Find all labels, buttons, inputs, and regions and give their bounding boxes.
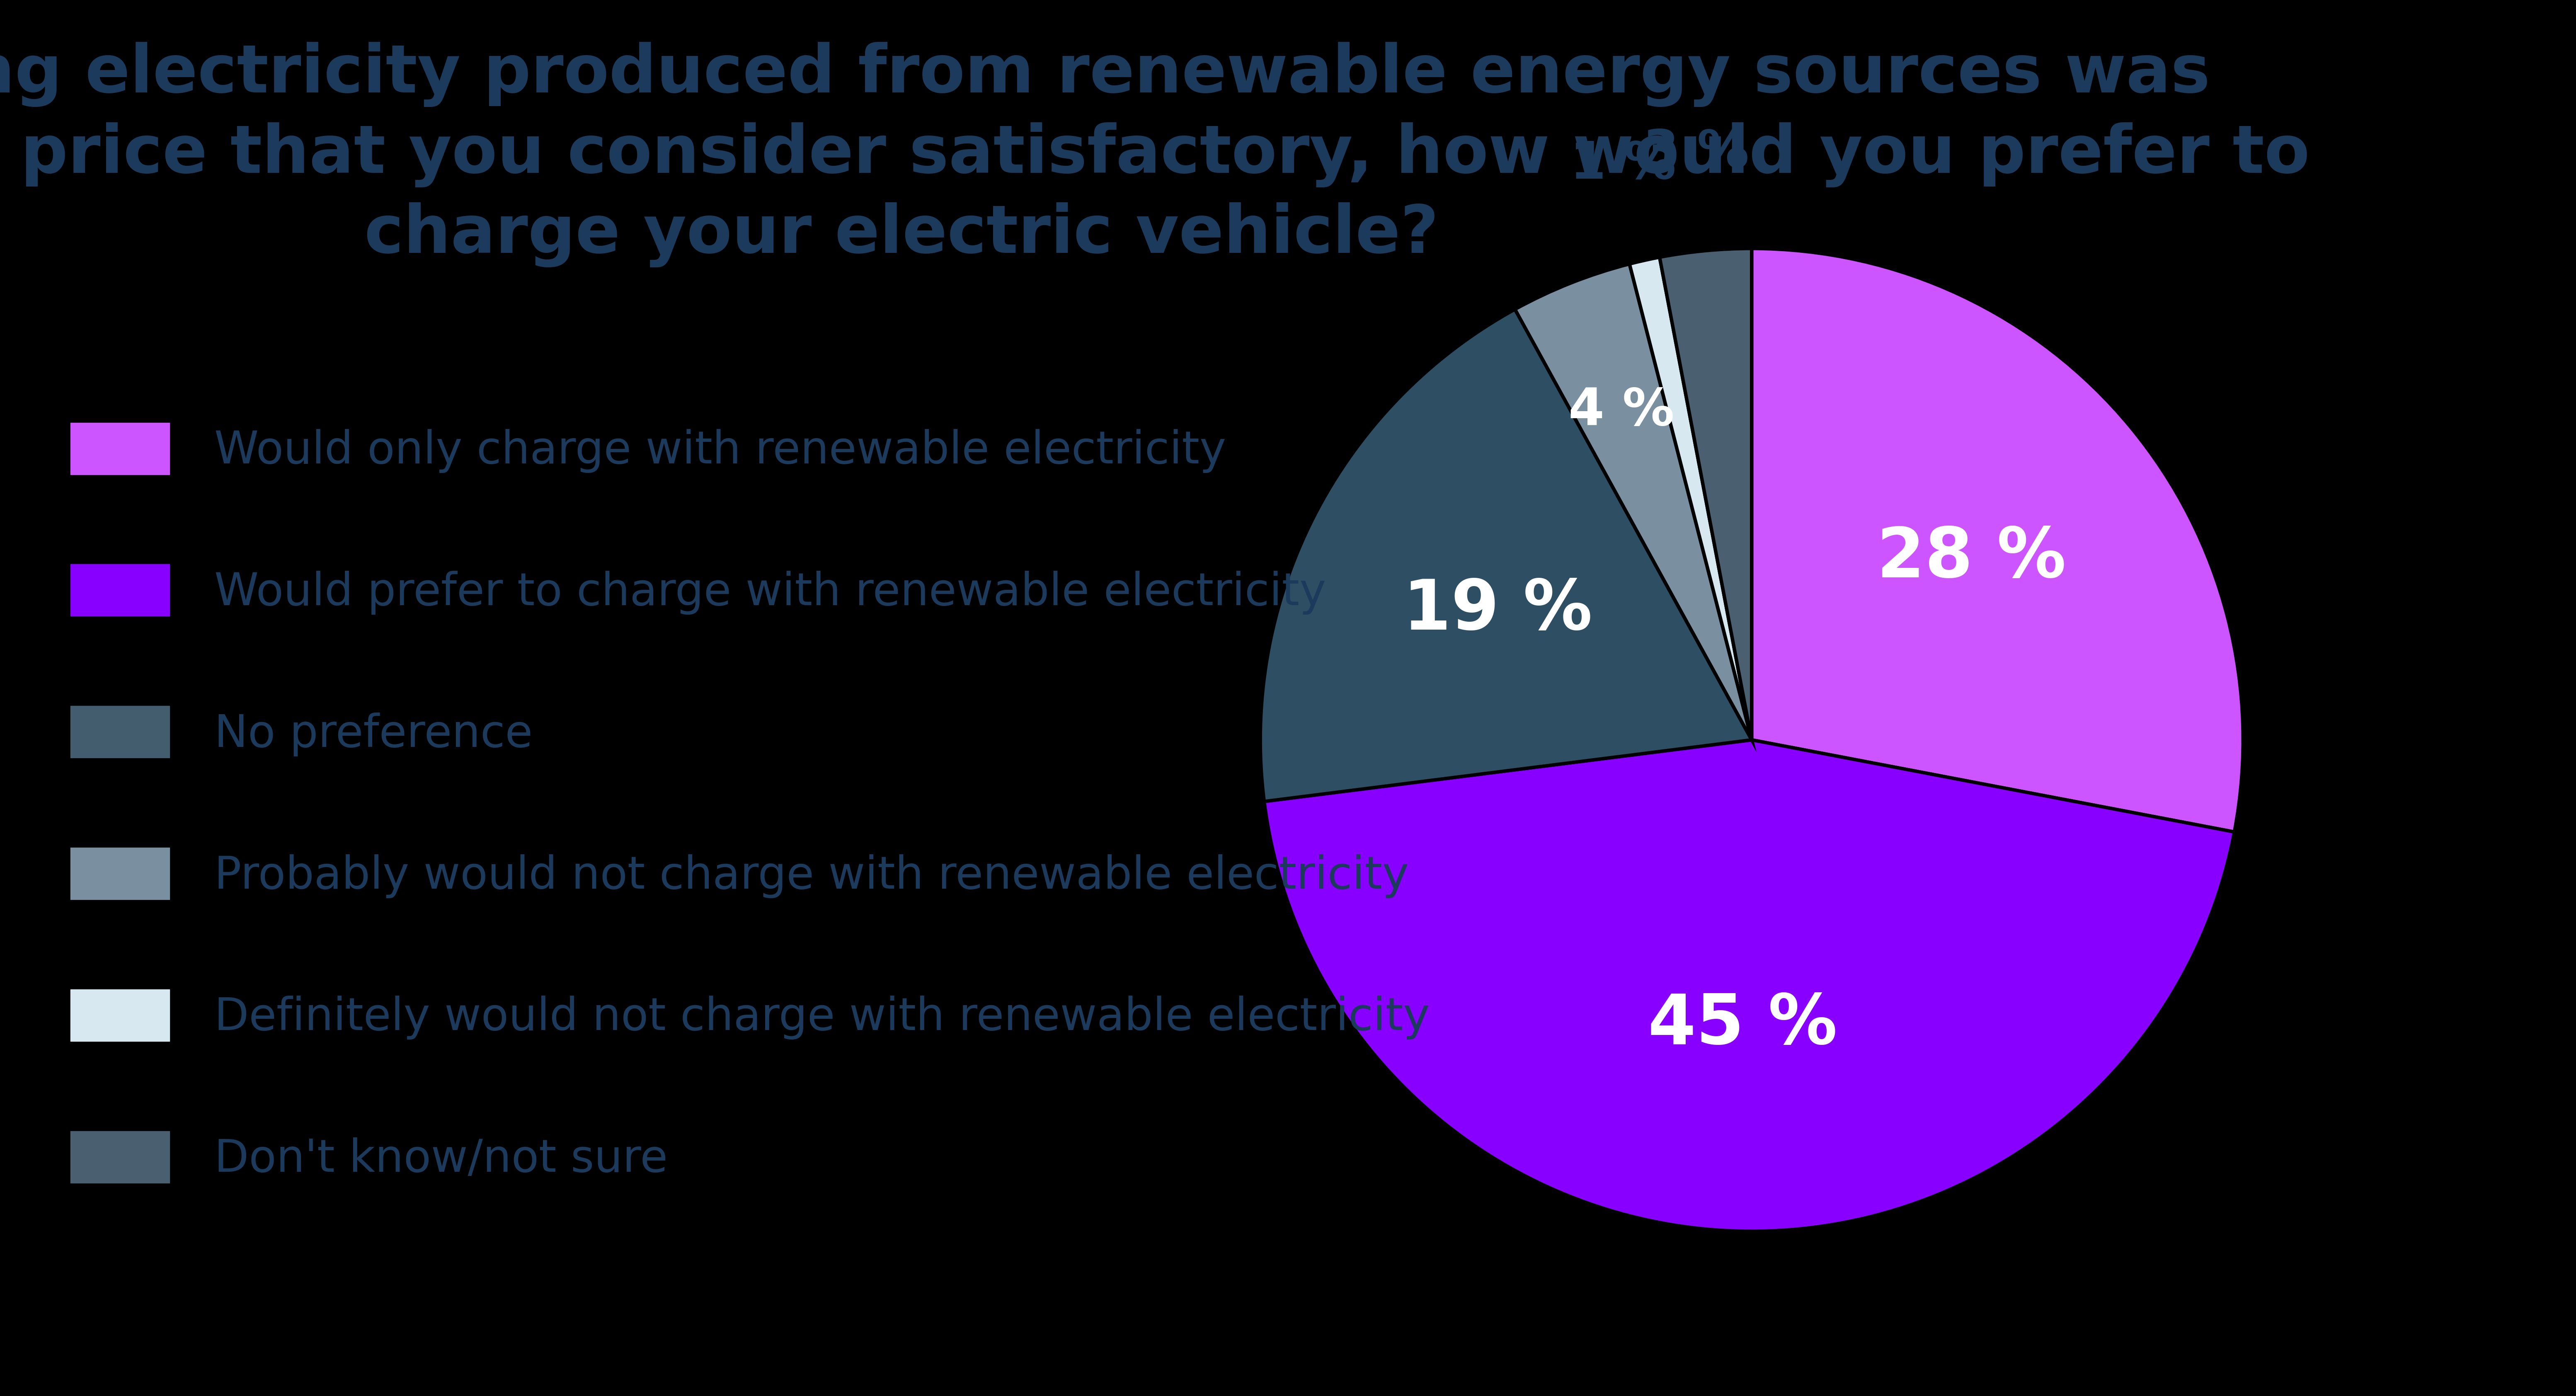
Text: 28 %: 28 % — [1878, 525, 2066, 592]
Text: 19 %: 19 % — [1404, 577, 1592, 645]
Wedge shape — [1752, 248, 2244, 832]
Legend: Would only charge with renewable electricity, Would prefer to charge with renewa: Would only charge with renewable electri… — [49, 401, 1453, 1205]
Text: Q: Assuming electricity produced from renewable energy sources was
available at : Q: Assuming electricity produced from re… — [0, 42, 2311, 268]
Text: 1 %: 1 % — [1569, 140, 1677, 190]
Wedge shape — [1631, 257, 1752, 740]
Wedge shape — [1659, 248, 1752, 740]
Wedge shape — [1265, 740, 2233, 1231]
Wedge shape — [1515, 264, 1752, 740]
Wedge shape — [1260, 310, 1752, 801]
Text: 45 %: 45 % — [1649, 991, 1837, 1058]
Text: 4 %: 4 % — [1569, 385, 1674, 436]
Text: 3 %: 3 % — [1643, 128, 1749, 177]
